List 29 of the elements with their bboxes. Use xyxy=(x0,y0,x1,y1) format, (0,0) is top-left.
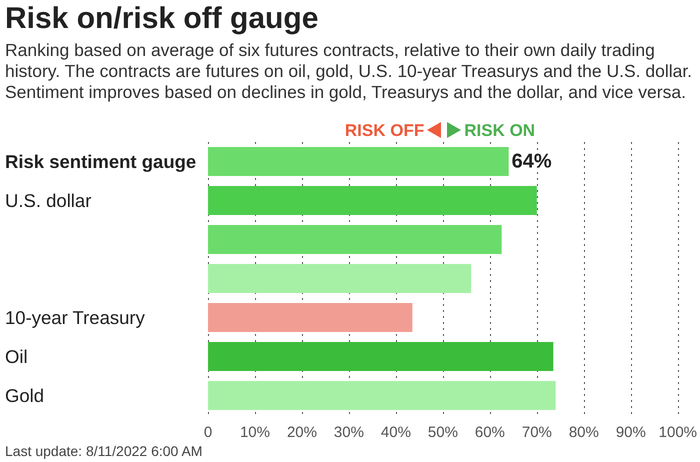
text: Last update: 8/11/2022 6:00 AM xyxy=(5,443,202,459)
x-tick-label: 10% xyxy=(240,424,270,441)
y-tick-label: Risk sentiment gauge xyxy=(5,151,196,172)
bar xyxy=(208,147,509,176)
y-tick-label: Gold xyxy=(5,385,44,406)
data-label: 64% xyxy=(512,150,552,172)
x-tick-label: 30% xyxy=(334,424,364,441)
bar xyxy=(208,225,502,254)
x-tick-label: 20% xyxy=(286,424,317,441)
x-tick-label: 40% xyxy=(380,424,411,441)
x-tick-label: 0 xyxy=(204,424,212,441)
bar xyxy=(208,381,556,410)
x-tick-label: 70% xyxy=(522,424,552,441)
x-tick-label: 90% xyxy=(616,424,646,441)
bar xyxy=(208,303,412,332)
y-tick-label: 10-year Treasury xyxy=(5,307,146,328)
bar xyxy=(208,186,537,215)
x-tick-label: 60% xyxy=(474,424,505,441)
text: RISK ON xyxy=(464,121,536,140)
text: RISK OFF xyxy=(344,121,424,140)
chart-subtitle: Ranking based on average of six futures contracts, relative to their own daily trading history. The contracts are futures on oil, gold, U.S. 10-year Treasurys and the U.S. dollar. Sentiment improves based on declines in gold, Treasurys and the dollar, and vice versa. xyxy=(5,40,694,103)
bar xyxy=(208,342,554,371)
y-tick-label: Oil xyxy=(5,346,28,367)
x-tick-label: 80% xyxy=(568,424,599,441)
bar xyxy=(208,264,472,293)
y-tick-label: U.S. dollar xyxy=(5,190,92,211)
x-tick-label: 50% xyxy=(428,424,458,441)
chart-title: Risk on/risk off gauge xyxy=(5,2,318,36)
x-tick-label: 100% xyxy=(658,424,698,441)
